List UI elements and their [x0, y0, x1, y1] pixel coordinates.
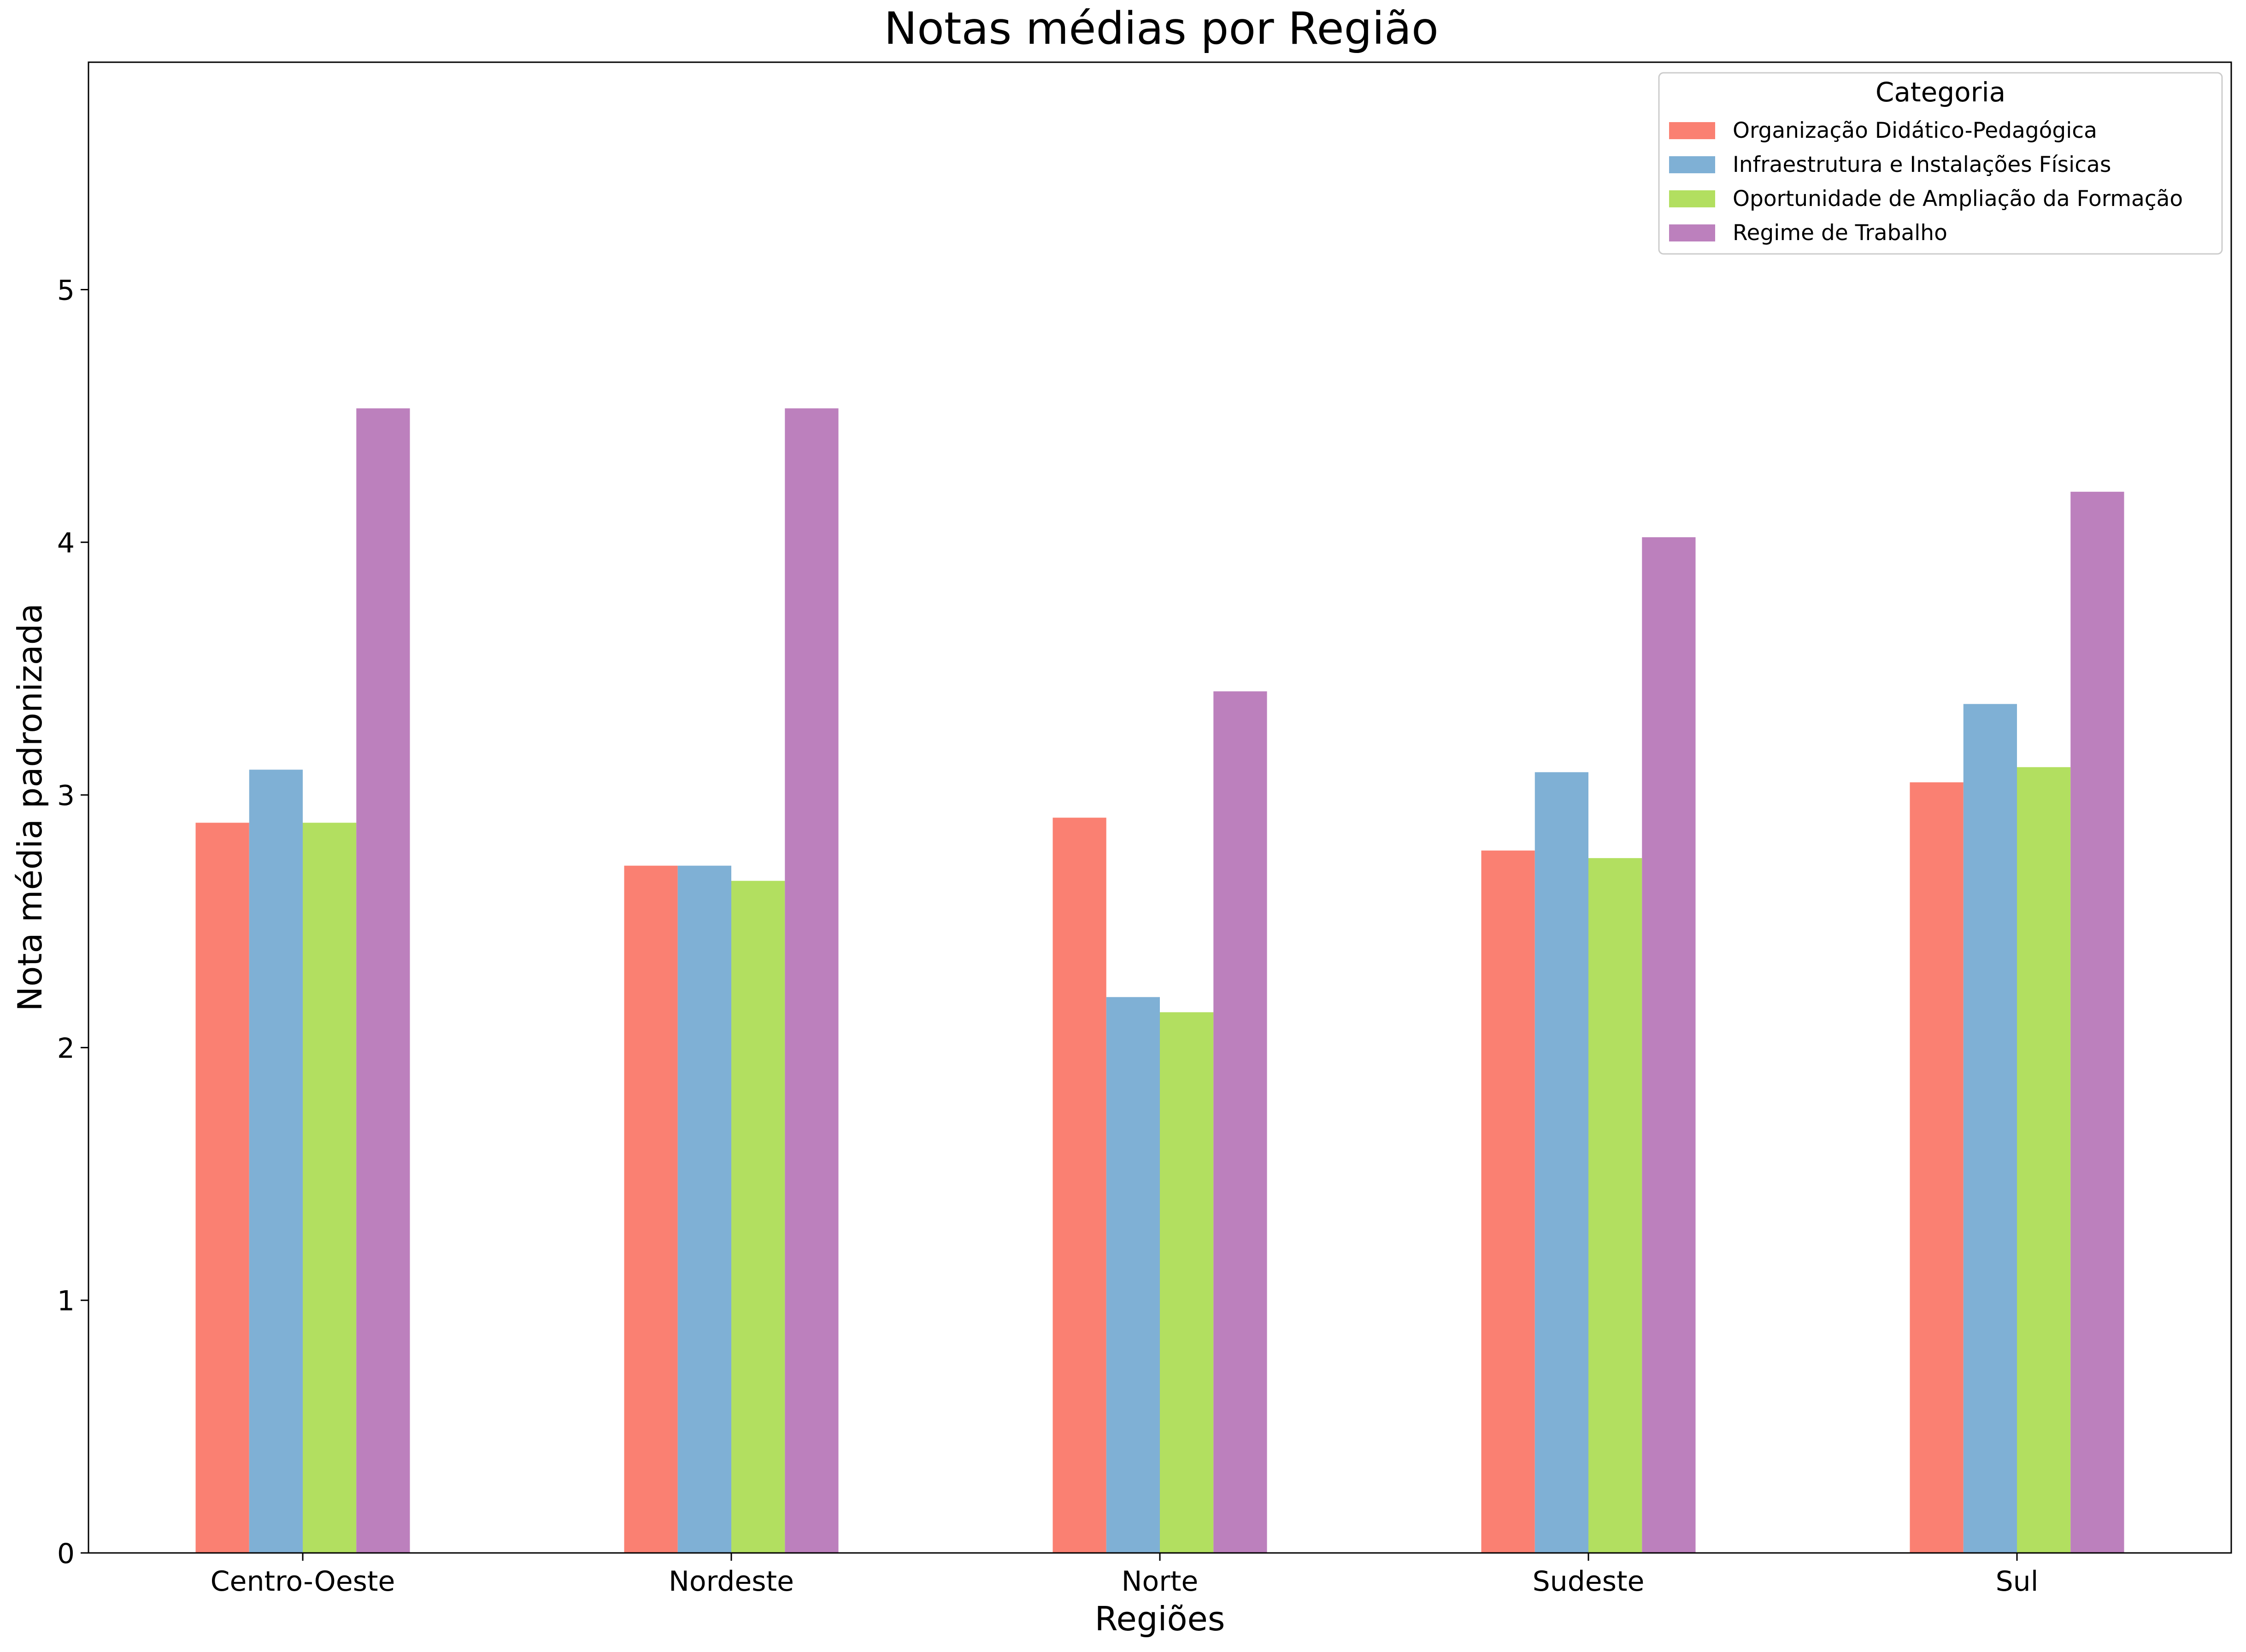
bar-4-centro-oeste: [356, 408, 410, 1553]
bars: [195, 408, 2124, 1553]
y-tick-label: 0: [57, 1538, 75, 1570]
bar-3-centro-oeste: [303, 823, 357, 1553]
y-tick-label: 2: [57, 1032, 75, 1064]
bar-2-sudeste: [1535, 772, 1588, 1553]
x-tick-label: Sudeste: [1533, 1565, 1645, 1598]
bar-4-norte: [1213, 691, 1267, 1553]
y-tick-label: 4: [57, 527, 75, 559]
legend-title: Categoria: [1876, 76, 2005, 108]
bar-1-nordeste: [624, 865, 678, 1553]
x-tick-label: Nordeste: [669, 1565, 794, 1598]
legend-label: Organização Didático-Pedagógica: [1733, 118, 2097, 143]
x-tick-label: Centro-Oeste: [211, 1565, 395, 1598]
bar-4-sul: [2070, 492, 2124, 1553]
bar-1-norte: [1052, 817, 1106, 1553]
legend-swatch: [1669, 156, 1715, 173]
x-tick-label: Norte: [1122, 1565, 1199, 1598]
legend-items: Organização Didático-Pedagógica Infraestr…: [1669, 118, 2183, 246]
x-axis-ticks: Centro-Oeste Nordeste Norte Sudeste Sul: [211, 1553, 2039, 1598]
plot-area: 0 1 2 3 4 5 Centro-Oeste Nordeste Norte Sudeste S…: [57, 61, 2232, 1598]
bar-2-norte: [1106, 997, 1160, 1553]
y-axis-label: Nota média padronizada: [11, 603, 49, 1011]
bar-1-centro-oeste: [195, 823, 249, 1553]
bar-3-sul: [2017, 767, 2071, 1553]
x-axis-label: Regiões: [1095, 1599, 1225, 1638]
legend-label: Infraestrutura e Instalações Físicas: [1733, 152, 2111, 177]
legend-label: Oportunidade de Ampliação da Formação: [1733, 186, 2183, 212]
bar-1-sudeste: [1481, 850, 1535, 1553]
bar-1-sul: [1910, 782, 1964, 1553]
y-axis-ticks: 0 1 2 3 4 5: [57, 274, 88, 1570]
legend-swatch: [1669, 122, 1715, 139]
bar-3-nordeste: [731, 881, 785, 1553]
bar-2-sul: [1963, 704, 2017, 1553]
bar-2-centro-oeste: [249, 770, 303, 1553]
y-tick-label: 1: [57, 1285, 75, 1317]
bar-3-sudeste: [1588, 858, 1642, 1553]
bar-4-nordeste: [785, 408, 839, 1553]
y-tick-label: 3: [57, 780, 75, 812]
legend-swatch: [1669, 190, 1715, 207]
bar-3-norte: [1160, 1012, 1214, 1553]
x-tick-label: Sul: [1996, 1565, 2039, 1598]
y-tick-label: 5: [57, 274, 75, 306]
legend: Categoria Organização Didático-Pedagógic…: [1658, 72, 2223, 255]
bar-4-sudeste: [1642, 537, 1696, 1553]
legend-box: [1658, 72, 2223, 255]
chart-title: Notas médias por Região: [884, 3, 1438, 54]
legend-swatch: [1669, 224, 1715, 241]
bar-2-nordeste: [677, 865, 731, 1553]
legend-label: Regime de Trabalho: [1733, 220, 1947, 246]
